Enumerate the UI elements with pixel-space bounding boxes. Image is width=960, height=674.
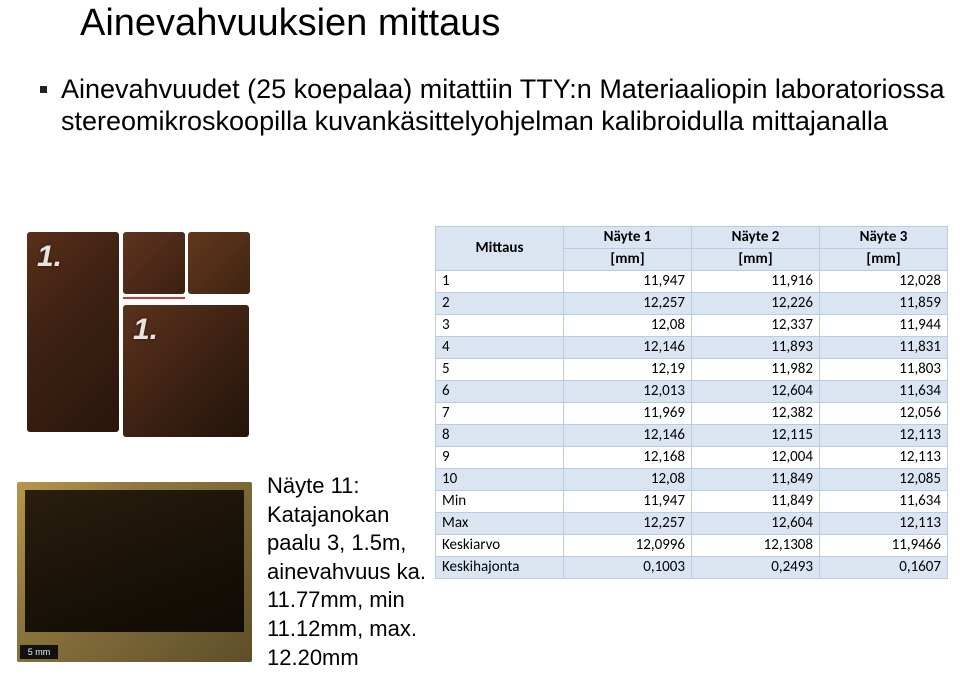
cell-value: 12,013 (564, 381, 692, 403)
cell-value: 11,849 (692, 469, 820, 491)
cell-value: 11,634 (820, 491, 948, 513)
cell-value: 11,831 (820, 337, 948, 359)
cell-value: 12,056 (820, 403, 948, 425)
row-label: Keskihajonta (436, 557, 564, 579)
table-header: Näyte 2 (692, 227, 820, 249)
table-row: 412,14611,89311,831 (436, 337, 948, 359)
cell-value: 12,337 (692, 315, 820, 337)
table-header: Näyte 3 (820, 227, 948, 249)
table-row: Keskihajonta0,10030,24930,1607 (436, 557, 948, 579)
row-label: 5 (436, 359, 564, 381)
table-row: 912,16812,00412,113 (436, 447, 948, 469)
microscope-dark-area (25, 490, 244, 632)
cell-value: 12,382 (692, 403, 820, 425)
bullet-marker (40, 86, 47, 93)
row-label: 3 (436, 315, 564, 337)
cell-value: 12,1308 (692, 535, 820, 557)
row-label: Keskiarvo (436, 535, 564, 557)
tile-label: 1. (37, 240, 62, 274)
cell-value: 12,113 (820, 447, 948, 469)
table-header: Mittaus (436, 227, 564, 271)
row-label: 4 (436, 337, 564, 359)
cell-value: 11,849 (692, 491, 820, 513)
row-label: 2 (436, 293, 564, 315)
cell-value: 12,085 (820, 469, 948, 491)
cell-value: 12,146 (564, 337, 692, 359)
cell-value: 11,969 (564, 403, 692, 425)
tile-label: 1. (133, 313, 158, 347)
sample-photo-microscope: 5 mm (17, 482, 252, 662)
cell-value: 11,944 (820, 315, 948, 337)
cell-value: 12,08 (564, 315, 692, 337)
table-unit: [mm] (820, 249, 948, 271)
table-row: 212,25712,22611,859 (436, 293, 948, 315)
table-row: Max12,25712,60412,113 (436, 513, 948, 535)
measurement-line (123, 297, 185, 299)
table-row: 512,1911,98211,803 (436, 359, 948, 381)
table-row: Min11,94711,84911,634 (436, 491, 948, 513)
table-row: 612,01312,60411,634 (436, 381, 948, 403)
cell-value: 12,028 (820, 271, 948, 293)
cell-value: 12,004 (692, 447, 820, 469)
row-label: 7 (436, 403, 564, 425)
cell-value: 12,604 (692, 381, 820, 403)
row-label: 1 (436, 271, 564, 293)
cell-value: 0,2493 (692, 557, 820, 579)
table-row: Keskiarvo12,099612,130811,9466 (436, 535, 948, 557)
cell-value: 11,947 (564, 271, 692, 293)
measurement-table: MittausNäyte 1Näyte 2Näyte 3[mm][mm][mm]… (435, 226, 948, 579)
table-row: 711,96912,38212,056 (436, 403, 948, 425)
page-title: Ainevahvuuksien mittaus (80, 2, 960, 45)
table-row: 1012,0811,84912,085 (436, 469, 948, 491)
row-label: 8 (436, 425, 564, 447)
sample-tile (123, 232, 185, 294)
cell-value: 12,19 (564, 359, 692, 381)
cell-value: 11,893 (692, 337, 820, 359)
cell-value: 12,226 (692, 293, 820, 315)
bullet-text: Ainevahvuudet (25 koepalaa) mitattiin TT… (61, 73, 960, 138)
cell-value: 12,113 (820, 425, 948, 447)
cell-value: 12,168 (564, 447, 692, 469)
cell-value: 11,859 (820, 293, 948, 315)
table-row: 312,0812,33711,944 (436, 315, 948, 337)
cell-value: 11,634 (820, 381, 948, 403)
sample-tile: 1. (123, 305, 249, 437)
cell-value: 11,803 (820, 359, 948, 381)
cell-value: 11,9466 (820, 535, 948, 557)
cell-value: 12,257 (564, 293, 692, 315)
row-label: 9 (436, 447, 564, 469)
cell-value: 11,982 (692, 359, 820, 381)
cell-value: 12,146 (564, 425, 692, 447)
cell-value: 11,916 (692, 271, 820, 293)
cell-value: 12,257 (564, 513, 692, 535)
row-label: Max (436, 513, 564, 535)
row-label: 10 (436, 469, 564, 491)
table-unit: [mm] (692, 249, 820, 271)
sample-photo-tiles: 1. 1. (15, 227, 255, 437)
cell-value: 12,115 (692, 425, 820, 447)
cell-value: 12,0996 (564, 535, 692, 557)
cell-value: 11,947 (564, 491, 692, 513)
table-row: 111,94711,91612,028 (436, 271, 948, 293)
table-unit: [mm] (564, 249, 692, 271)
cell-value: 12,604 (692, 513, 820, 535)
cell-value: 0,1607 (820, 557, 948, 579)
table-header: Näyte 1 (564, 227, 692, 249)
cell-value: 12,08 (564, 469, 692, 491)
scale-bar: 5 mm (20, 645, 58, 659)
bullet-item: Ainevahvuudet (25 koepalaa) mitattiin TT… (40, 73, 960, 138)
cell-value: 0,1003 (564, 557, 692, 579)
table-row: 812,14612,11512,113 (436, 425, 948, 447)
row-label: 6 (436, 381, 564, 403)
sample-tile (188, 232, 250, 294)
cell-value: 12,113 (820, 513, 948, 535)
sample-tile: 1. (27, 232, 119, 432)
photo-caption: Näyte 11: Katajanokan paalu 3, 1.5m, ain… (267, 472, 426, 672)
row-label: Min (436, 491, 564, 513)
